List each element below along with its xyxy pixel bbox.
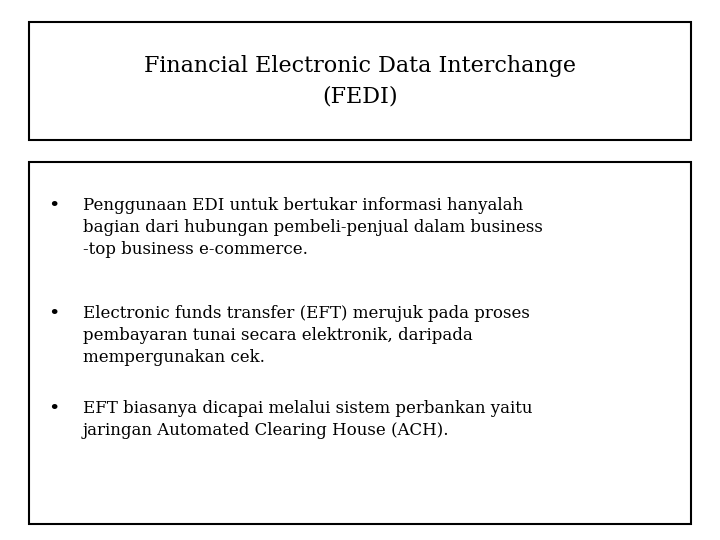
Text: Electronic funds transfer (EFT) merujuk pada proses
pembayaran tunai secara elek: Electronic funds transfer (EFT) merujuk … bbox=[83, 305, 530, 367]
Text: •: • bbox=[48, 400, 60, 417]
Text: Penggunaan EDI untuk bertukar informasi hanyalah
bagian dari hubungan pembeli-pe: Penggunaan EDI untuk bertukar informasi … bbox=[83, 197, 543, 259]
FancyBboxPatch shape bbox=[29, 22, 691, 140]
Text: •: • bbox=[48, 197, 60, 215]
Text: •: • bbox=[48, 305, 60, 323]
Text: Financial Electronic Data Interchange
(FEDI): Financial Electronic Data Interchange (F… bbox=[144, 55, 576, 107]
Text: EFT biasanya dicapai melalui sistem perbankan yaitu
jaringan Automated Clearing : EFT biasanya dicapai melalui sistem perb… bbox=[83, 400, 532, 439]
FancyBboxPatch shape bbox=[29, 162, 691, 524]
